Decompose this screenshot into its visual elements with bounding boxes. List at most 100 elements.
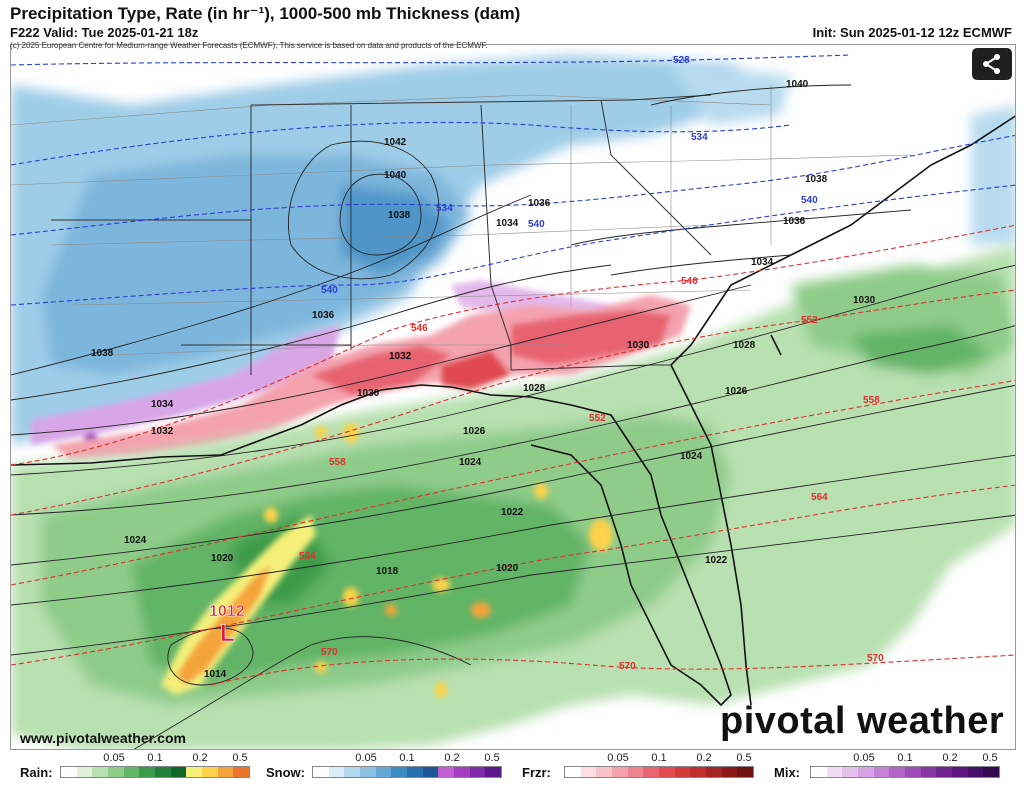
legend-swatch	[61, 767, 77, 777]
legend-frzr: Frzr: 0.05 0.1 0.2 0.5	[512, 750, 768, 790]
isobar-label: 1038	[91, 348, 114, 359]
thickness-warm-lines	[11, 224, 1015, 686]
legend-rain-label: Rain:	[20, 765, 53, 780]
isobar-label: 1032	[389, 351, 412, 362]
legend-tick: 0.5	[982, 752, 998, 764]
isobar-label: 1028	[733, 340, 756, 351]
legend-tick: 0.2	[942, 752, 958, 764]
legend-tick: 0.5	[736, 752, 752, 764]
isobar-label: 1030	[627, 340, 650, 351]
legend-swatch	[674, 767, 691, 777]
website-link[interactable]: www.pivotalweather.com	[20, 730, 186, 746]
legend-swatch	[170, 767, 187, 777]
thickness-label: 570	[619, 661, 636, 672]
low-pressure-value: 1012	[209, 603, 245, 620]
brand-logo: pivotal weather	[720, 700, 1005, 742]
copyright-credit: (c) 2025 European Centre for Medium-rang…	[10, 41, 488, 50]
legend-swatch	[375, 767, 392, 777]
thickness-label: 564	[299, 551, 316, 562]
state-boundaries	[51, 94, 712, 375]
legend-swatch	[690, 767, 707, 777]
thickness-label: 540	[321, 285, 338, 296]
legend-swatch	[328, 767, 345, 777]
isobar-label: 1040	[786, 79, 809, 90]
thickness-label: 570	[867, 653, 884, 664]
legend-mix-bar	[810, 766, 1000, 778]
legend-tick: 0.1	[651, 752, 667, 764]
legend-swatch	[905, 767, 921, 777]
isobar-label: 1038	[388, 210, 411, 221]
legend-swatch	[360, 767, 376, 777]
legend-tick: 0.05	[853, 752, 875, 764]
legend-swatch	[92, 767, 109, 777]
legend-swatch	[920, 767, 937, 777]
legend-tick: 0.05	[607, 752, 629, 764]
legend-tick: 0.5	[232, 752, 248, 764]
isobar-label: 1034	[496, 218, 519, 229]
isobar-label: 1020	[211, 553, 234, 564]
low-pressure-symbol: L	[220, 620, 235, 647]
legend-swatch	[811, 767, 827, 777]
map-canvas: 1042 1040 1038 1038 1036 1036 1034 1034 …	[11, 54, 1015, 749]
legend-swatch	[391, 767, 408, 777]
legend-swatch	[627, 767, 644, 777]
thickness-cold-lines	[11, 54, 1015, 306]
legend-swatch	[737, 767, 754, 777]
isobar-label: 1022	[501, 507, 524, 518]
isobars	[11, 84, 1015, 749]
thickness-label: 558	[863, 395, 880, 406]
legend-swatch	[202, 767, 218, 777]
isobar-label: 1036	[312, 310, 335, 321]
thickness-label: 558	[329, 457, 346, 468]
thickness-label: 540	[801, 195, 818, 206]
isobar-label: 1032	[151, 426, 174, 437]
share-button[interactable]	[972, 48, 1012, 80]
share-icon	[983, 54, 1000, 74]
isobar-label: 1034	[751, 257, 774, 268]
frzr-precip-area	[51, 295, 691, 460]
legend-swatch	[233, 767, 250, 777]
thickness-label: 564	[811, 492, 828, 503]
thickness-label: 546	[681, 276, 698, 287]
legend-tick: 0.2	[696, 752, 712, 764]
legend-rain: Rain: 0.05 0.1 0.2 0.5	[0, 750, 256, 790]
coastline	[11, 115, 1015, 707]
snow-precip-area	[11, 55, 1015, 445]
isobar-label: 1036	[783, 216, 806, 227]
isobar-label: 1040	[384, 170, 407, 181]
thickness-label: 540	[528, 219, 545, 230]
legend-swatch	[659, 767, 675, 777]
legend-frzr-bar	[564, 766, 754, 778]
legend-swatch	[858, 767, 874, 777]
legend-tick: 0.1	[147, 752, 163, 764]
legend-swatch	[967, 767, 984, 777]
legend-swatch	[952, 767, 968, 777]
isobar-label: 1030	[853, 295, 876, 306]
heavy-rain-core	[161, 423, 613, 698]
legend-snow-ticks: 0.05 0.1 0.2 0.5	[312, 752, 502, 764]
legend-swatch	[580, 767, 597, 777]
weather-map[interactable]: 1042 1040 1038 1038 1036 1036 1034 1034 …	[10, 44, 1016, 750]
legend-swatch	[422, 767, 439, 777]
isobar-label: 1034	[151, 399, 174, 410]
legend-swatch	[139, 767, 156, 777]
isobar-label: 1036	[528, 198, 551, 209]
legend-tick: 0.05	[103, 752, 125, 764]
legend-swatch	[873, 767, 890, 777]
legend-swatch	[407, 767, 423, 777]
legend-swatch	[643, 767, 660, 777]
legend-swatch	[469, 767, 486, 777]
legend-tick: 0.2	[444, 752, 460, 764]
isobar-label: 1024	[680, 451, 703, 462]
legend-swatch	[565, 767, 581, 777]
legend-tick: 0.2	[192, 752, 208, 764]
legend-frzr-ticks: 0.05 0.1 0.2 0.5	[564, 752, 754, 764]
isobar-label: 1042	[384, 137, 407, 148]
isobar-label: 1024	[124, 535, 147, 546]
legend-tick: 0.05	[355, 752, 377, 764]
legend-swatch	[826, 767, 843, 777]
legend-swatch	[344, 767, 361, 777]
legend-swatch	[485, 767, 502, 777]
thickness-label: 552	[589, 413, 606, 424]
legend-tick: 0.1	[897, 752, 913, 764]
